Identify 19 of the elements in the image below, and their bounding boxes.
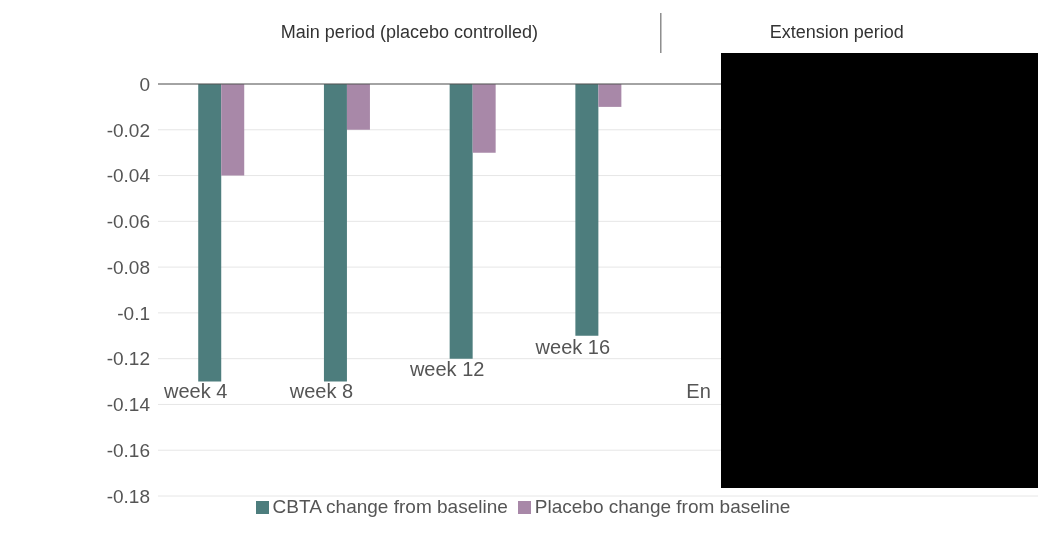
y-tick-label: -0.16 [106,439,150,461]
x-tick-label: En [686,380,711,403]
x-tick-label: week 8 [288,380,354,403]
legend-label: CBTA change from baseline [272,496,508,517]
x-tick-label: week 12 [408,358,485,381]
x-tick-label: week 4 [163,380,228,403]
y-tick-label: -0.18 [106,485,150,507]
x-tick-label: week 16 [534,336,611,359]
y-tick-label: -0.04 [106,165,151,187]
legend-label: Placebo change from baseline [534,496,791,517]
y-tick-label: -0.12 [106,348,150,370]
y-tick-label: -0.06 [106,211,150,233]
text: Extension period [769,22,904,42]
text: Main period (placebo controlled) [280,22,539,42]
y-tick-label: -0.02 [106,119,150,141]
y-tick-label: -0.08 [106,256,150,278]
y-tick-label: 0 [139,73,150,95]
y-tick-label: -0.1 [117,302,150,324]
y-tick-label: -0.14 [106,394,151,416]
